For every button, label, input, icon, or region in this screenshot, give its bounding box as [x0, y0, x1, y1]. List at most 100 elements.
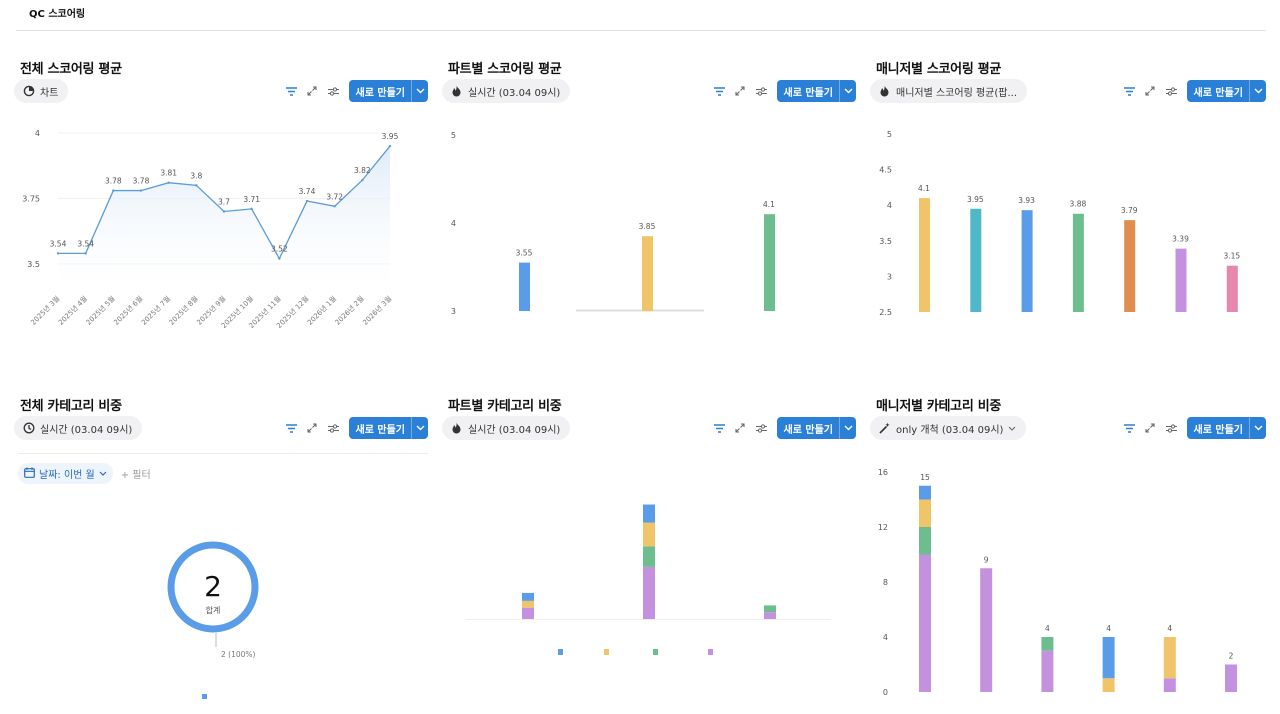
view-selector[interactable]: 매니저별 스코어링 평균(팝...	[870, 79, 1027, 103]
new-button[interactable]: 새로 만들기	[776, 417, 856, 439]
view-selector-label: 실시간 (03.04 09시)	[468, 424, 561, 436]
filter-icon[interactable]	[281, 417, 302, 439]
area-fill	[58, 146, 390, 290]
expand-icon[interactable]	[302, 80, 323, 102]
chevron-down-icon	[1008, 423, 1016, 434]
panel-overall-score: 전체 스코어링 평균 차트 새로 만들기 3.5 3.75 4 3.54 2025년 3…	[14, 58, 428, 388]
new-button-label: 새로 만들기	[1193, 87, 1243, 99]
bar-segment	[1102, 637, 1115, 679]
data-label: 4	[1106, 624, 1111, 633]
chevron-down-icon[interactable]	[411, 80, 428, 102]
data-label: 3.54	[77, 239, 94, 248]
bar-segment	[919, 485, 931, 500]
data-label: 3.39	[1172, 235, 1189, 244]
new-button[interactable]: 새로 만들기	[348, 80, 428, 102]
filter-icon[interactable]	[1119, 417, 1140, 439]
filter-bar: 날짜: 이번 월 + 필터	[18, 453, 428, 484]
legend-swatch	[653, 649, 658, 655]
bar-segment	[643, 566, 655, 619]
bar-segment	[1041, 650, 1054, 692]
bar	[970, 208, 982, 312]
add-filter-button[interactable]: + 필터	[120, 470, 151, 481]
view-selector[interactable]: only 개척 (03.04 09시)	[870, 416, 1027, 440]
settings-sliders-icon[interactable]	[751, 417, 772, 439]
data-label: 4	[1167, 624, 1172, 633]
expand-icon[interactable]	[302, 417, 323, 439]
bar-segment	[643, 546, 655, 567]
data-point	[56, 252, 60, 255]
expand-icon[interactable]	[730, 417, 751, 439]
view-selector-label: 실시간 (03.04 09시)	[40, 424, 133, 436]
chevron-down-icon[interactable]	[1249, 417, 1266, 439]
data-point	[305, 199, 309, 203]
expand-icon[interactable]	[1140, 417, 1161, 439]
settings-sliders-icon[interactable]	[1161, 417, 1182, 439]
date-filter-chip[interactable]: 날짜: 이번 월	[18, 463, 113, 484]
filter-icon[interactable]	[709, 80, 730, 102]
data-point	[139, 189, 143, 192]
view-selector[interactable]: 실시간 (03.04 09시)	[14, 416, 143, 440]
view-selector[interactable]: 실시간 (03.04 09시)	[442, 79, 571, 103]
bar	[1021, 210, 1033, 312]
donut-chart: 2 합계 2 (100%)	[167, 541, 259, 699]
filter-icon[interactable]	[709, 417, 730, 439]
data-label: 4.1	[918, 184, 930, 193]
view-selector-label: 매니저별 스코어링 평균(팝...	[896, 87, 1017, 99]
data-point	[112, 189, 115, 192]
data-label: 3.74	[299, 187, 316, 196]
new-button-label: 새로 만들기	[1193, 424, 1243, 436]
legend-swatch	[604, 649, 609, 655]
view-selector[interactable]: 차트	[14, 79, 69, 103]
view-selector[interactable]: 실시간 (03.04 09시)	[442, 416, 571, 440]
y-tick-label: 3	[451, 307, 456, 316]
date-filter-label: 날짜: 이번 월	[39, 470, 95, 481]
filter-icon[interactable]	[281, 80, 302, 102]
data-label: 3.81	[160, 169, 177, 178]
expand-icon[interactable]	[730, 80, 751, 102]
new-button-label: 새로 만들기	[783, 87, 833, 99]
panel-tools: 새로 만들기	[1119, 80, 1266, 102]
y-tick-label: 12	[878, 523, 888, 532]
new-button[interactable]: 새로 만들기	[348, 417, 428, 439]
panel-tools: 새로 만들기	[281, 417, 428, 439]
y-tick-label: 3	[887, 272, 892, 281]
data-label: 3.55	[516, 249, 533, 258]
data-point	[84, 252, 87, 255]
bar-segment	[1041, 637, 1054, 651]
pie-clock-icon	[22, 85, 35, 98]
settings-sliders-icon[interactable]	[751, 80, 772, 102]
panel-manager-score: 매니저별 스코어링 평균 매니저별 스코어링 평균(팝... 새로 만들기 2.…	[870, 58, 1266, 388]
chevron-down-icon[interactable]	[411, 417, 428, 439]
panel-title: 전체 스코어링 평균	[20, 62, 122, 77]
data-label: 3.82	[354, 166, 371, 175]
data-point	[278, 257, 281, 260]
chevron-down-icon[interactable]	[1249, 80, 1266, 102]
bar-segment	[919, 554, 931, 692]
donut-slice	[167, 541, 259, 633]
new-button[interactable]: 새로 만들기	[1186, 417, 1266, 439]
page-header: QC 스코어링	[16, 0, 1266, 31]
view-selector-label: 차트	[40, 87, 59, 99]
bar	[1226, 265, 1238, 312]
chevron-down-icon[interactable]	[839, 417, 856, 439]
filter-icon[interactable]	[1119, 80, 1140, 102]
settings-sliders-icon[interactable]	[323, 417, 344, 439]
chevron-down-icon[interactable]	[839, 80, 856, 102]
y-tick-label: 3.75	[22, 194, 40, 203]
y-tick-label: 4	[887, 201, 892, 210]
data-label: 3.93	[1018, 196, 1035, 205]
data-label: 3.7	[218, 198, 230, 207]
panel-manager-category: 매니저별 카테고리 비중 only 개척 (03.04 09시) 새로 만들기 …	[870, 395, 1266, 714]
settings-sliders-icon[interactable]	[1161, 80, 1182, 102]
data-point	[250, 207, 253, 211]
bar-chart: 2.5 3 3.5 4 4.5 5 4.1 3.95 3.93 3.88 3.79 3.39 3.15	[879, 130, 1240, 317]
expand-icon[interactable]	[1140, 80, 1161, 102]
bar	[642, 236, 653, 311]
new-button[interactable]: 새로 만들기	[1186, 80, 1266, 102]
bar-segment	[919, 527, 931, 555]
data-point	[167, 181, 170, 184]
settings-sliders-icon[interactable]	[323, 80, 344, 102]
data-label: 3.8	[190, 171, 202, 180]
new-button[interactable]: 새로 만들기	[776, 80, 856, 102]
